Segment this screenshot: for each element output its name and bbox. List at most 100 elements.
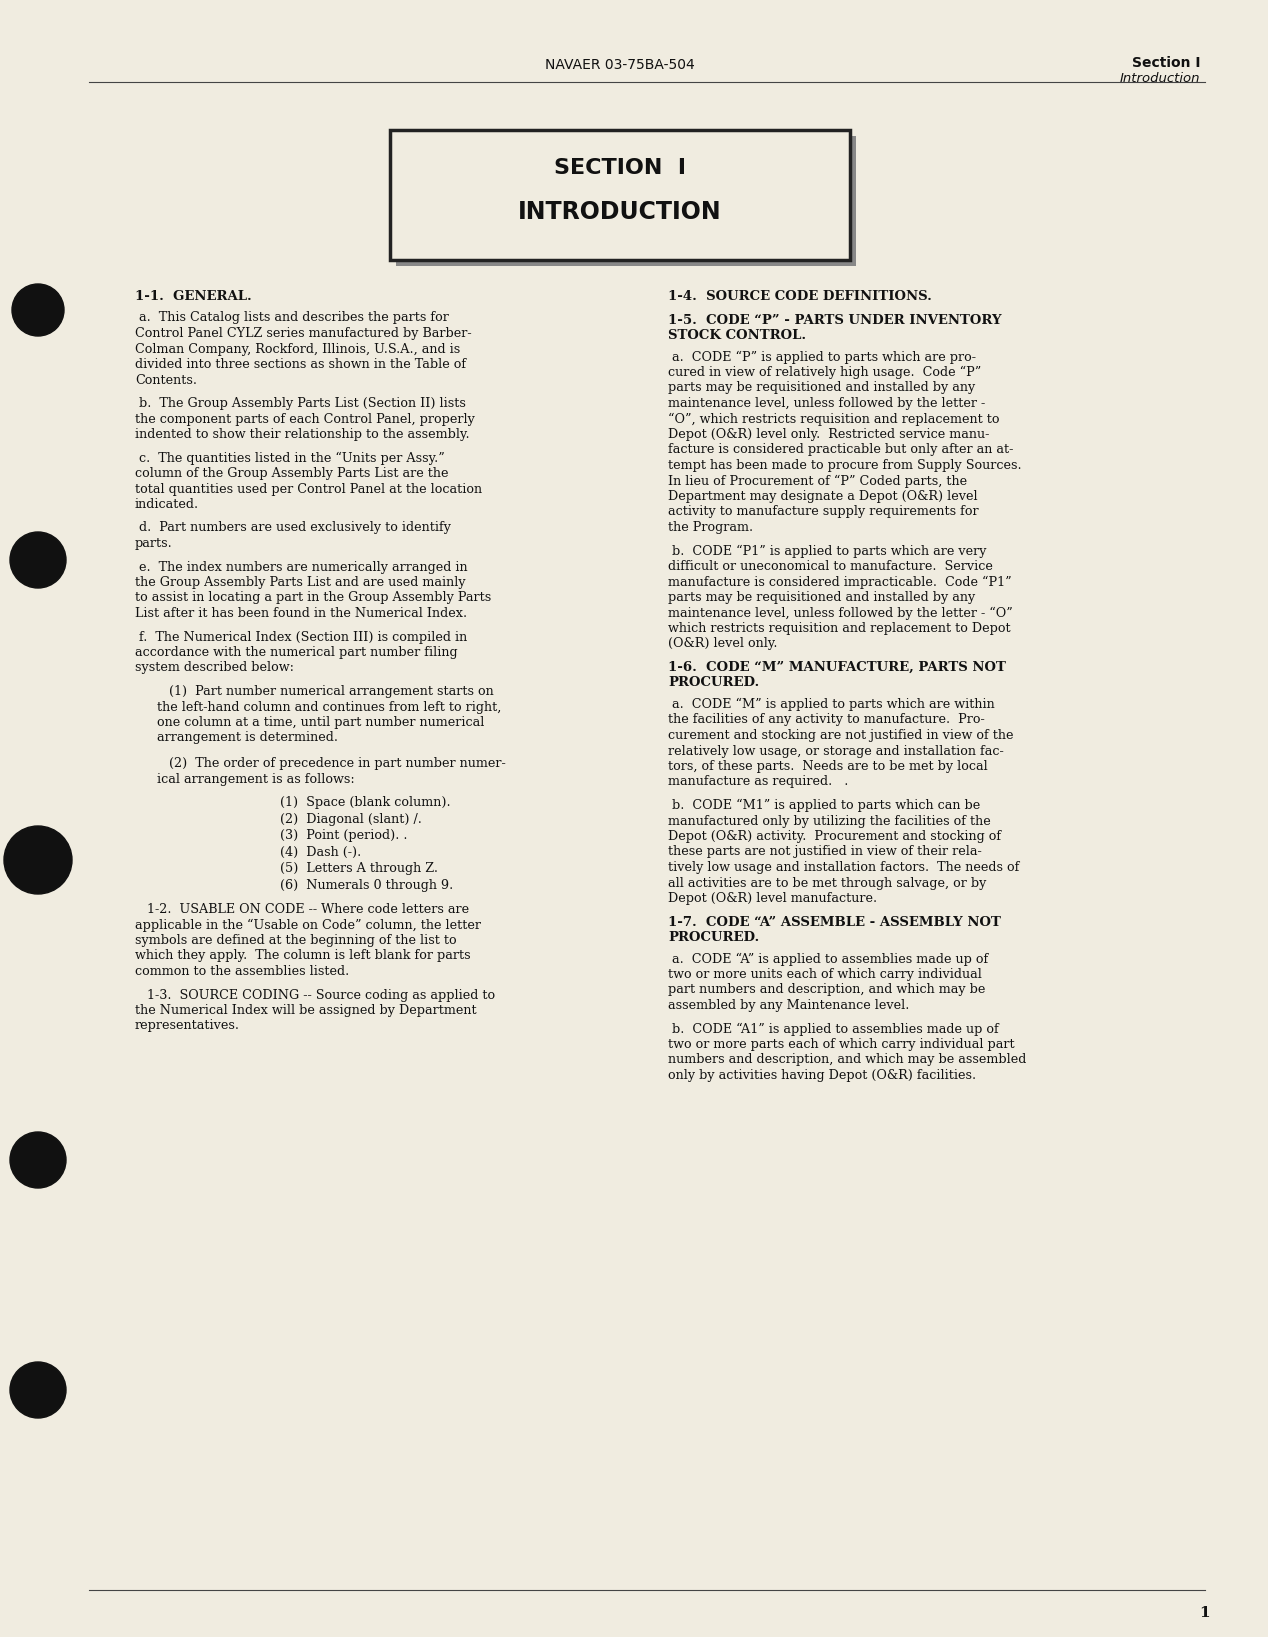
Text: (1)  Part number numerical arrangement starts on: (1) Part number numerical arrangement st… (157, 684, 493, 697)
Text: relatively low usage, or storage and installation fac-: relatively low usage, or storage and ins… (668, 745, 1004, 758)
Text: manufacture is considered impracticable.  Code “P1”: manufacture is considered impracticable.… (668, 576, 1012, 589)
Text: numbers and description, and which may be assembled: numbers and description, and which may b… (668, 1054, 1026, 1066)
Circle shape (10, 1133, 66, 1188)
Text: c.  The quantities listed in the “Units per Assy.”: c. The quantities listed in the “Units p… (134, 452, 445, 465)
Text: b.  CODE “P1” is applied to parts which are very: b. CODE “P1” is applied to parts which a… (668, 545, 987, 558)
Text: one column at a time, until part number numerical: one column at a time, until part number … (157, 715, 484, 728)
Text: SECTION  I: SECTION I (554, 159, 686, 178)
Text: Depot (O&R) activity.  Procurement and stocking of: Depot (O&R) activity. Procurement and st… (668, 830, 1002, 843)
Text: Depot (O&R) level manufacture.: Depot (O&R) level manufacture. (668, 892, 877, 905)
Text: system described below:: system described below: (134, 661, 294, 674)
Text: to assist in locating a part in the Group Assembly Parts: to assist in locating a part in the Grou… (134, 591, 491, 604)
Text: b.  CODE “A1” is applied to assemblies made up of: b. CODE “A1” is applied to assemblies ma… (668, 1023, 999, 1036)
Text: the Program.: the Program. (668, 521, 753, 534)
Text: 1: 1 (1200, 1606, 1210, 1621)
Text: Section I: Section I (1131, 56, 1200, 70)
Text: PROCURED.: PROCURED. (668, 676, 760, 689)
Text: accordance with the numerical part number filing: accordance with the numerical part numbe… (134, 647, 458, 660)
Text: 1-6.  CODE “M” MANUFACTURE, PARTS NOT: 1-6. CODE “M” MANUFACTURE, PARTS NOT (668, 661, 1006, 674)
Text: Colman Company, Rockford, Illinois, U.S.A., and is: Colman Company, Rockford, Illinois, U.S.… (134, 342, 460, 355)
Text: two or more units each of which carry individual: two or more units each of which carry in… (668, 967, 981, 981)
Text: parts may be requisitioned and installed by any: parts may be requisitioned and installed… (668, 591, 975, 604)
Text: 1-3.  SOURCE CODING -- Source coding as applied to: 1-3. SOURCE CODING -- Source coding as a… (134, 989, 495, 1002)
Text: which restricts requisition and replacement to Depot: which restricts requisition and replacem… (668, 622, 1011, 635)
Text: the facilities of any activity to manufacture.  Pro-: the facilities of any activity to manufa… (668, 714, 985, 727)
Text: Contents.: Contents. (134, 373, 197, 386)
Text: representatives.: representatives. (134, 1020, 240, 1033)
Text: Depot (O&R) level only.  Restricted service manu-: Depot (O&R) level only. Restricted servi… (668, 427, 989, 440)
Text: all activities are to be met through salvage, or by: all activities are to be met through sal… (668, 876, 987, 889)
Text: manufactured only by utilizing the facilities of the: manufactured only by utilizing the facil… (668, 815, 990, 827)
Text: 1-4.  SOURCE CODE DEFINITIONS.: 1-4. SOURCE CODE DEFINITIONS. (668, 290, 932, 303)
Text: column of the Group Assembly Parts List are the: column of the Group Assembly Parts List … (134, 467, 449, 480)
Text: difficult or uneconomical to manufacture.  Service: difficult or uneconomical to manufacture… (668, 560, 993, 573)
Text: a.  CODE “M” is applied to parts which are within: a. CODE “M” is applied to parts which ar… (668, 697, 995, 710)
Text: common to the assemblies listed.: common to the assemblies listed. (134, 964, 349, 977)
Text: two or more parts each of which carry individual part: two or more parts each of which carry in… (668, 1038, 1014, 1051)
Text: parts.: parts. (134, 537, 172, 550)
Text: PROCURED.: PROCURED. (668, 931, 760, 945)
Text: a.  CODE “A” is applied to assemblies made up of: a. CODE “A” is applied to assemblies mad… (668, 953, 988, 966)
Text: (O&R) level only.: (O&R) level only. (668, 637, 777, 650)
Circle shape (11, 283, 63, 336)
Circle shape (4, 827, 72, 894)
Bar (391, 129, 850, 260)
Bar (396, 136, 856, 265)
Text: manufacture as required.   .: manufacture as required. . (668, 776, 848, 789)
Text: (5)  Letters A through Z.: (5) Letters A through Z. (280, 863, 437, 876)
Text: the Group Assembly Parts List and are used mainly: the Group Assembly Parts List and are us… (134, 576, 465, 589)
Text: “O”, which restricts requisition and replacement to: “O”, which restricts requisition and rep… (668, 413, 999, 426)
Text: only by activities having Depot (O&R) facilities.: only by activities having Depot (O&R) fa… (668, 1069, 976, 1082)
Text: the left-hand column and continues from left to right,: the left-hand column and continues from … (157, 701, 501, 714)
Text: f.  The Numerical Index (Section III) is compiled in: f. The Numerical Index (Section III) is … (134, 630, 467, 643)
Text: the Numerical Index will be assigned by Department: the Numerical Index will be assigned by … (134, 1003, 477, 1017)
Text: Department may designate a Depot (O&R) level: Department may designate a Depot (O&R) l… (668, 489, 978, 503)
Text: d.  Part numbers are used exclusively to identify: d. Part numbers are used exclusively to … (134, 522, 451, 535)
Text: parts may be requisitioned and installed by any: parts may be requisitioned and installed… (668, 381, 975, 395)
Text: part numbers and description, and which may be: part numbers and description, and which … (668, 984, 985, 997)
Text: (4)  Dash (-).: (4) Dash (-). (280, 845, 361, 858)
Text: Introduction: Introduction (1120, 72, 1200, 85)
Text: arrangement is determined.: arrangement is determined. (157, 732, 339, 745)
Text: maintenance level, unless followed by the letter -: maintenance level, unless followed by th… (668, 398, 985, 409)
Text: applicable in the “Usable on Code” column, the letter: applicable in the “Usable on Code” colum… (134, 918, 481, 931)
Text: 1-5.  CODE “P” - PARTS UNDER INVENTORY: 1-5. CODE “P” - PARTS UNDER INVENTORY (668, 314, 1002, 326)
Text: activity to manufacture supply requirements for: activity to manufacture supply requireme… (668, 506, 979, 519)
Text: (1)  Space (blank column).: (1) Space (blank column). (280, 796, 450, 809)
Text: assembled by any Maintenance level.: assembled by any Maintenance level. (668, 999, 909, 1012)
Text: ical arrangement is as follows:: ical arrangement is as follows: (157, 773, 355, 786)
Text: List after it has been found in the Numerical Index.: List after it has been found in the Nume… (134, 607, 467, 620)
Text: divided into three sections as shown in the Table of: divided into three sections as shown in … (134, 359, 467, 372)
Text: these parts are not justified in view of their rela-: these parts are not justified in view of… (668, 845, 981, 858)
Circle shape (10, 1362, 66, 1418)
Text: facture is considered practicable but only after an at-: facture is considered practicable but on… (668, 444, 1013, 457)
Text: 1-7.  CODE “A” ASSEMBLE - ASSEMBLY NOT: 1-7. CODE “A” ASSEMBLE - ASSEMBLY NOT (668, 915, 1000, 928)
Text: b.  The Group Assembly Parts List (Section II) lists: b. The Group Assembly Parts List (Sectio… (134, 398, 465, 409)
Text: b.  CODE “M1” is applied to parts which can be: b. CODE “M1” is applied to parts which c… (668, 799, 980, 812)
Text: 1-2.  USABLE ON CODE -- Where code letters are: 1-2. USABLE ON CODE -- Where code letter… (134, 904, 469, 917)
Text: 1-1.  GENERAL.: 1-1. GENERAL. (134, 290, 252, 303)
Text: maintenance level, unless followed by the letter - “O”: maintenance level, unless followed by th… (668, 606, 1013, 620)
Text: (3)  Point (period). .: (3) Point (period). . (280, 828, 407, 841)
Text: tempt has been made to procure from Supply Sources.: tempt has been made to procure from Supp… (668, 458, 1022, 471)
Text: curement and stocking are not justified in view of the: curement and stocking are not justified … (668, 728, 1013, 742)
Text: which they apply.  The column is left blank for parts: which they apply. The column is left bla… (134, 949, 470, 963)
Circle shape (10, 532, 66, 588)
Text: cured in view of relatively high usage.  Code “P”: cured in view of relatively high usage. … (668, 367, 981, 380)
Text: total quantities used per Control Panel at the location: total quantities used per Control Panel … (134, 483, 482, 496)
Text: Control Panel CYLZ series manufactured by Barber-: Control Panel CYLZ series manufactured b… (134, 327, 472, 340)
Text: the component parts of each Control Panel, properly: the component parts of each Control Pane… (134, 413, 476, 426)
Text: tively low usage and installation factors.  The needs of: tively low usage and installation factor… (668, 861, 1019, 874)
Text: a.  This Catalog lists and describes the parts for: a. This Catalog lists and describes the … (134, 311, 449, 324)
Text: e.  The index numbers are numerically arranged in: e. The index numbers are numerically arr… (134, 560, 468, 573)
Text: indented to show their relationship to the assembly.: indented to show their relationship to t… (134, 427, 469, 440)
Text: indicated.: indicated. (134, 498, 199, 511)
Text: tors, of these parts.  Needs are to be met by local: tors, of these parts. Needs are to be me… (668, 760, 988, 773)
Text: a.  CODE “P” is applied to parts which are pro-: a. CODE “P” is applied to parts which ar… (668, 350, 976, 363)
Text: NAVAER 03-75BA-504: NAVAER 03-75BA-504 (545, 57, 695, 72)
Text: In lieu of Procurement of “P” Coded parts, the: In lieu of Procurement of “P” Coded part… (668, 475, 967, 488)
Text: (6)  Numerals 0 through 9.: (6) Numerals 0 through 9. (280, 879, 453, 892)
Text: STOCK CONTROL.: STOCK CONTROL. (668, 329, 806, 342)
Text: INTRODUCTION: INTRODUCTION (519, 200, 721, 224)
Text: symbols are defined at the beginning of the list to: symbols are defined at the beginning of … (134, 935, 456, 946)
